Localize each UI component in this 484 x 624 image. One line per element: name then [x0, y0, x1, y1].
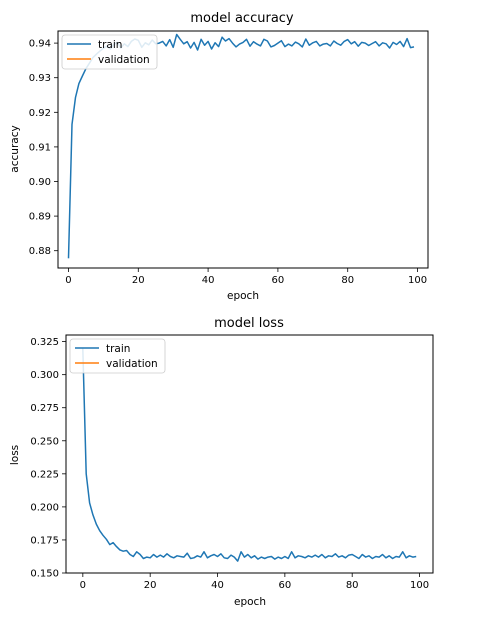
loss-y-tick-label: 0.200 [30, 502, 59, 513]
accuracy-y-tick-label: 0.93 [29, 73, 51, 84]
accuracy-legend-train-label: train [98, 39, 122, 51]
loss-y-tick-label: 0.175 [30, 535, 59, 546]
accuracy-y-tick-label: 0.90 [29, 177, 51, 188]
loss-y-tick-label: 0.325 [30, 337, 59, 348]
loss-y-tick-label: 0.275 [30, 403, 59, 414]
loss-x-tick-label: 100 [410, 580, 429, 591]
accuracy-x-tick-label: 0 [65, 275, 71, 286]
accuracy-x-ticks: 0 20 40 60 80 100 [65, 268, 427, 286]
accuracy-legend-validation-label: validation [98, 54, 150, 66]
loss-lines [82, 348, 417, 562]
loss-chart: model loss 0 20 40 60 80 100 0.1500.1750.2000… [9, 316, 434, 608]
accuracy-y-tick-label: 0.92 [29, 108, 51, 119]
accuracy-y-tick-label: 0.91 [29, 142, 51, 153]
loss-legend-validation-label: validation [106, 358, 158, 370]
accuracy-y-axis-label: accuracy [9, 125, 21, 172]
loss-y-tick-label: 0.225 [30, 469, 59, 480]
loss-y-tick-label: 0.300 [30, 370, 59, 381]
loss-chart-title: model loss [214, 316, 284, 331]
accuracy-chart: model accuracy 0 20 40 60 80 100 0.88 0.89 0.90… [9, 11, 429, 302]
loss-x-tick-label: 80 [346, 580, 359, 591]
accuracy-legend: train validation [61, 34, 158, 70]
accuracy-x-axis-label: epoch [227, 290, 259, 302]
accuracy-y-tick-label: 0.88 [29, 246, 51, 257]
loss-x-tick-label: 40 [211, 580, 224, 591]
loss-y-tick-label: 0.250 [30, 436, 59, 447]
loss-x-tick-label: 20 [144, 580, 157, 591]
loss-legend: train validation [69, 338, 166, 374]
loss-plot-frame [65, 334, 434, 574]
accuracy-x-tick-label: 40 [202, 275, 215, 286]
accuracy-plot-frame [57, 30, 429, 269]
loss-x-ticks: 0 20 40 60 80 100 [80, 573, 429, 591]
accuracy-x-tick-label: 80 [341, 275, 354, 286]
accuracy-y-tick-label: 0.89 [29, 212, 51, 223]
loss-y-ticks: 0.150 0.175 0.200 0.225 0.250 0.275 0.300 0.325 [30, 337, 66, 580]
loss-x-axis-label: epoch [234, 596, 266, 608]
loss-y-axis-label: loss [9, 445, 21, 465]
accuracy-x-tick-label: 60 [272, 275, 285, 286]
accuracy-y-ticks: 0.88 0.89 0.90 0.91 0.92 0.93 0.94 [29, 39, 58, 257]
accuracy-x-tick-label: 100 [408, 275, 427, 286]
accuracy-y-tick-label: 0.94 [29, 39, 51, 50]
loss-train-line [82, 348, 417, 562]
accuracy-x-tick-label: 20 [132, 275, 145, 286]
loss-x-tick-label: 60 [278, 580, 291, 591]
loss-x-tick-label: 0 [80, 580, 86, 591]
loss-y-tick-label: 0.150 [30, 569, 59, 580]
loss-legend-train-label: train [106, 343, 130, 355]
accuracy-chart-title: model accuracy [190, 11, 294, 26]
